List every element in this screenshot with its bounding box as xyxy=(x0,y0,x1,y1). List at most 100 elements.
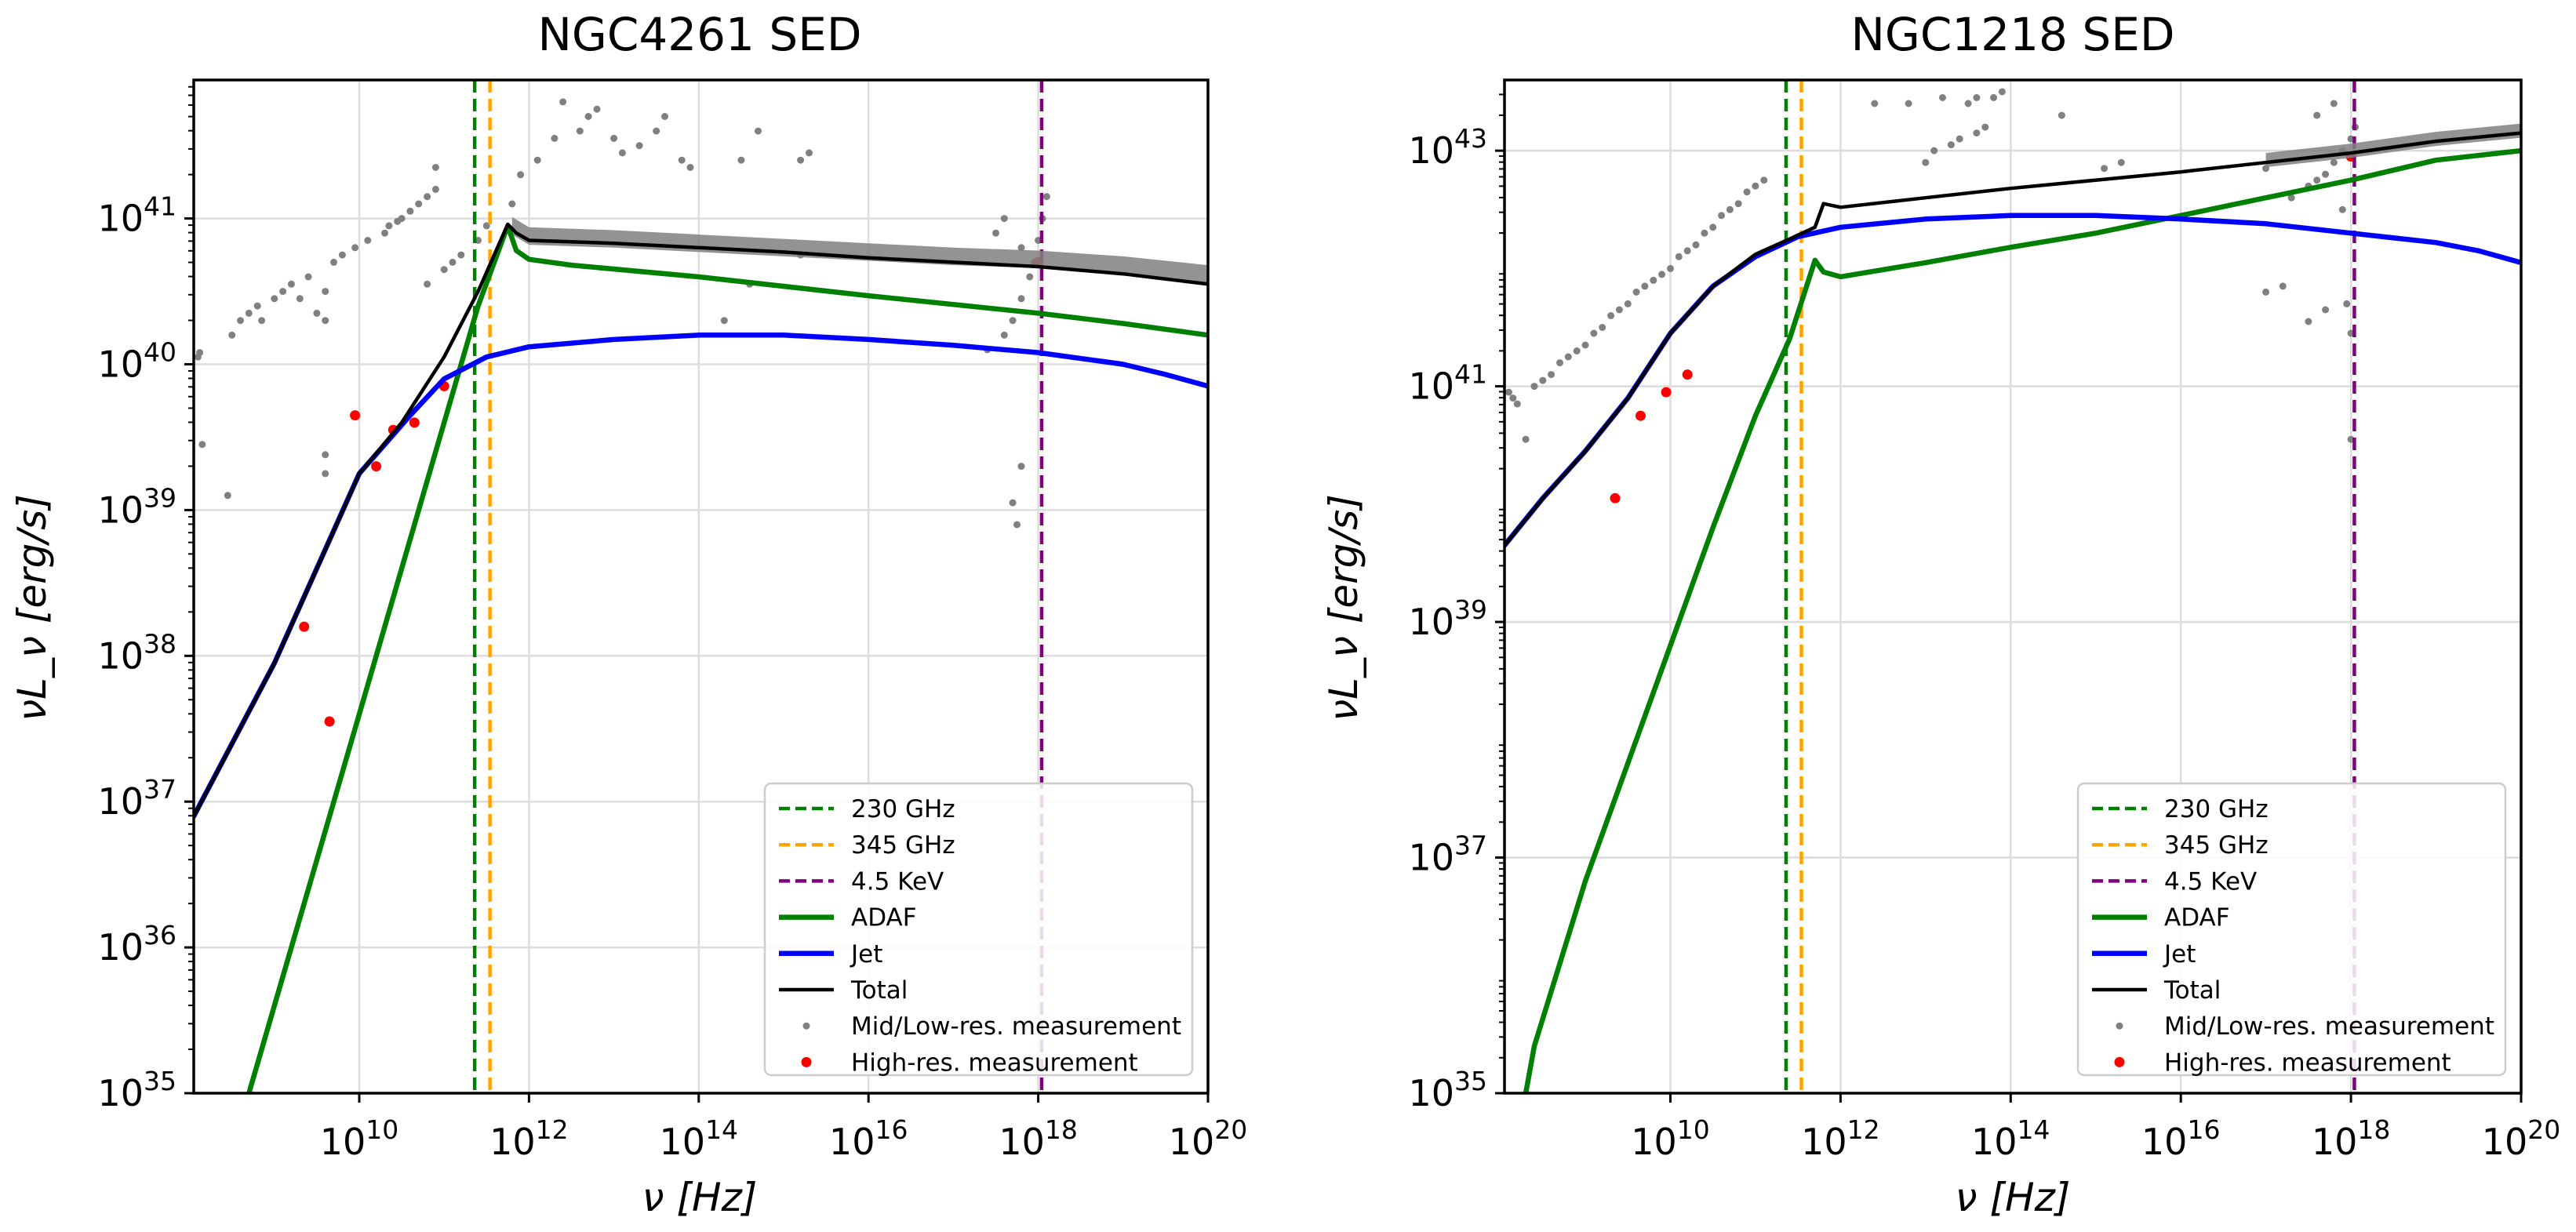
mid-low-res-point xyxy=(1539,377,1546,384)
legend-label: 230 GHz xyxy=(2164,795,2269,823)
mid-low-res-point xyxy=(2343,300,2350,307)
mid-low-res-point xyxy=(1718,212,1725,219)
mid-low-res-point xyxy=(1650,277,1657,284)
mid-low-res-point xyxy=(1956,136,1963,143)
mid-low-res-point xyxy=(1973,129,1980,136)
legend-label: Total xyxy=(850,976,908,1005)
high-res-point xyxy=(1661,387,1672,398)
mid-low-res-point xyxy=(1599,324,1606,331)
mid-low-res-point xyxy=(424,193,431,200)
mid-low-res-point xyxy=(992,230,999,237)
mid-low-res-point xyxy=(1905,100,1912,107)
high-res-point xyxy=(350,410,360,420)
x-axis-label: ν [Hz] xyxy=(1956,1175,2071,1220)
high-res-point xyxy=(325,717,335,727)
mid-low-res-point xyxy=(1018,295,1025,302)
mid-low-res-point xyxy=(2339,206,2346,213)
mid-low-res-point xyxy=(1667,265,1674,272)
legend-swatch xyxy=(2115,1057,2125,1067)
mid-low-res-point xyxy=(224,492,231,499)
high-res-point xyxy=(1683,369,1693,380)
legend-label: Mid/Low-res. measurement xyxy=(851,1012,1181,1041)
mid-low-res-point xyxy=(449,259,457,266)
mid-low-res-point xyxy=(1752,183,1759,190)
legend-item: High-res. measurement xyxy=(2115,1048,2451,1077)
legend: 230 GHz 345 GHz 4.5 KeV ADAF Jet Total Mid/Low… xyxy=(2078,783,2505,1077)
mid-low-res-point xyxy=(1871,100,1878,107)
mid-low-res-point xyxy=(313,310,320,317)
mid-low-res-point xyxy=(1574,347,1581,354)
mid-low-res-point xyxy=(1523,436,1530,443)
mid-low-res-point xyxy=(254,303,261,310)
legend-swatch xyxy=(802,1057,812,1067)
mid-low-res-point xyxy=(2279,282,2287,289)
mid-low-res-point xyxy=(687,164,694,171)
mid-low-res-point xyxy=(1973,94,1980,101)
mid-low-res-point xyxy=(339,252,346,259)
mid-low-res-point xyxy=(1590,330,1597,337)
legend-label: Jet xyxy=(850,940,882,969)
mid-low-res-point xyxy=(1582,342,1589,349)
mid-low-res-point xyxy=(364,237,371,244)
mid-low-res-point xyxy=(322,288,329,295)
mid-low-res-point xyxy=(424,281,431,288)
mid-low-res-point xyxy=(797,157,804,164)
mid-low-res-point xyxy=(1675,253,1683,260)
mid-low-res-point xyxy=(1531,383,1538,390)
mid-low-res-point xyxy=(1001,215,1008,222)
legend: 230 GHz 345 GHz 4.5 KeV ADAF Jet Total Mid/Low… xyxy=(765,783,1192,1077)
mid-low-res-point xyxy=(228,332,235,339)
mid-low-res-point xyxy=(1043,193,1050,200)
mid-low-res-point xyxy=(1735,200,1742,207)
mid-low-res-point xyxy=(406,208,413,215)
mid-low-res-point xyxy=(381,230,388,237)
mid-low-res-point xyxy=(398,215,406,222)
mid-low-res-point xyxy=(322,451,329,458)
mid-low-res-point xyxy=(1505,389,1512,396)
mid-low-res-point xyxy=(1981,124,1988,131)
mid-low-res-point xyxy=(1556,359,1563,366)
legend-label: Total xyxy=(2163,976,2221,1005)
legend-label: ADAF xyxy=(2164,904,2230,932)
legend-label: High-res. measurement xyxy=(851,1048,1138,1077)
legend-swatch xyxy=(803,1023,810,1030)
mid-low-res-point xyxy=(1616,307,1623,314)
high-res-point xyxy=(409,417,420,427)
mid-low-res-point xyxy=(2305,318,2312,325)
mid-low-res-point xyxy=(594,106,601,113)
mid-low-res-point xyxy=(610,135,617,142)
mid-low-res-point xyxy=(322,470,329,477)
y-axis-label: νL_ν [erg/s] xyxy=(9,494,55,721)
mid-low-res-point xyxy=(585,113,592,120)
mid-low-res-point xyxy=(679,157,686,164)
high-res-point xyxy=(1635,411,1646,421)
mid-low-res-point xyxy=(271,295,278,302)
mid-low-res-point xyxy=(385,222,392,229)
mid-low-res-point xyxy=(237,317,244,324)
mid-low-res-point xyxy=(551,135,558,142)
chart-title: NGC1218 SED xyxy=(1851,8,2175,61)
mid-low-res-point xyxy=(1999,89,2006,96)
legend-item: Mid/Low-res. measurement xyxy=(2116,1012,2494,1041)
mid-low-res-point xyxy=(2313,112,2320,119)
mid-low-res-point xyxy=(1939,94,1946,101)
high-res-point xyxy=(1610,493,1621,503)
x-axis-label: ν [Hz] xyxy=(642,1175,758,1220)
mid-low-res-point xyxy=(661,113,668,120)
mid-low-res-point xyxy=(1018,463,1025,470)
mid-low-res-point xyxy=(2330,159,2338,166)
mid-low-res-point xyxy=(1026,274,1033,281)
mid-low-res-point xyxy=(2322,171,2329,178)
mid-low-res-point xyxy=(2118,159,2125,166)
mid-low-res-point xyxy=(2330,100,2338,107)
mid-low-res-point xyxy=(1709,224,1716,231)
mid-low-res-point xyxy=(508,201,515,208)
high-res-point xyxy=(371,461,381,471)
mid-low-res-point xyxy=(1990,94,1997,101)
mid-low-res-point xyxy=(1607,312,1614,319)
legend-label: 230 GHz xyxy=(851,795,955,823)
mid-low-res-point xyxy=(198,441,206,448)
mid-low-res-point xyxy=(246,310,253,317)
mid-low-res-point xyxy=(322,317,329,324)
mid-low-res-point xyxy=(432,164,439,171)
